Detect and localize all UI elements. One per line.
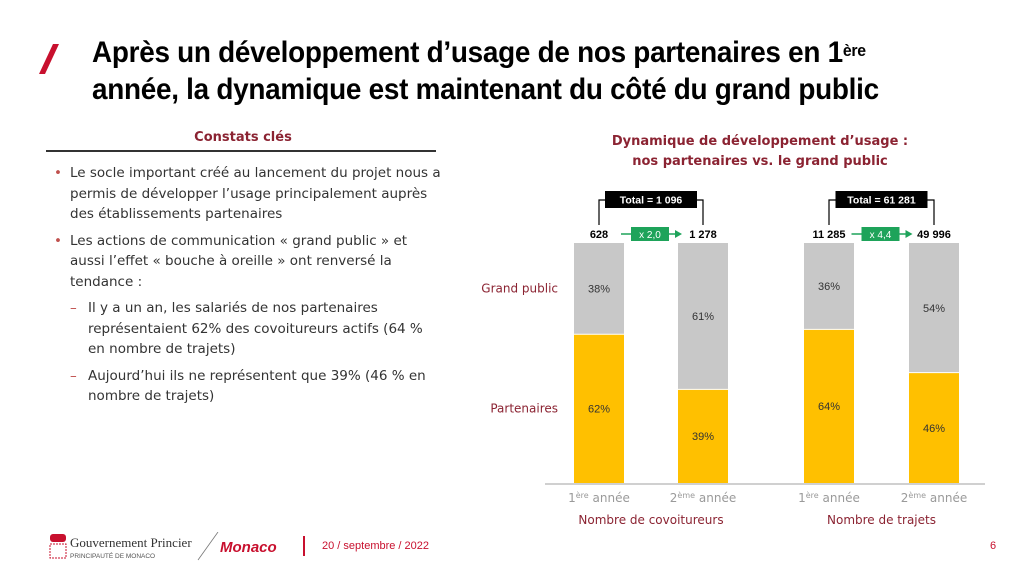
footer-logos: Gouvernement Princier PRINCIPAUTÉ DE MON… — [48, 531, 298, 567]
title-superscript: ère — [842, 41, 866, 60]
sub-bullet-item: – Aujourd’hui ils ne représentent que 39… — [52, 366, 442, 407]
key-findings-list: • Le socle important créé au lancement d… — [52, 163, 442, 413]
bullet-item: • Les actions de communication « grand p… — [52, 231, 442, 293]
footer-date: 20 / septembre / 2022 — [322, 540, 430, 552]
data-label-grand-public: 61% — [692, 311, 714, 323]
bullet-text: Les actions de communication « grand pub… — [70, 232, 408, 290]
growth-label: x 4,4 — [870, 230, 892, 241]
sub-bullet-text: Aujourd’hui ils ne représentent que 39% … — [88, 367, 426, 405]
growth-label: x 2,0 — [639, 230, 661, 241]
bar-total-label: 49 996 — [917, 229, 951, 241]
data-label-grand-public: 54% — [923, 303, 945, 315]
growth-arrow-head-icon — [675, 230, 682, 238]
sub-bullet-text: Il y a un an, les salariés de nos parten… — [88, 300, 423, 357]
monaco-brand-logo: Monaco — [220, 539, 277, 556]
chart-title-line-2: nos partenaires vs. le grand public — [632, 154, 888, 169]
data-label-partenaires: 46% — [923, 423, 945, 435]
page-number: 6 — [990, 540, 997, 552]
key-findings-divider — [46, 150, 436, 152]
logo-divider — [197, 531, 219, 561]
bar-grand-public — [909, 243, 959, 373]
total-box — [835, 191, 928, 208]
bar-partenaires — [909, 372, 959, 483]
bar-grand-public — [804, 243, 854, 330]
sub-bullet-item: – Il y a un an, les salariés de nos part… — [52, 298, 442, 360]
growth-badge — [631, 227, 669, 241]
title-line-1: Après un développement d’usage de nos pa… — [92, 36, 843, 69]
page-title: Après un développement d’usage de nos pa… — [92, 34, 948, 108]
title-line-2: année, la dynamique est maintenant du cô… — [92, 73, 879, 106]
data-label-partenaires: 39% — [692, 431, 714, 443]
x-tick-label: 2ème année — [670, 490, 736, 505]
legend-grand-public: Grand public — [481, 282, 558, 296]
x-tick-label: 1ère année — [798, 490, 860, 505]
legend-partenaires: Partenaires — [490, 402, 558, 416]
org-subtitle: PRINCIPAUTÉ DE MONACO — [70, 551, 155, 560]
bar-partenaires — [678, 389, 728, 483]
bar-grand-public — [678, 243, 728, 390]
logos-graphic: Gouvernement Princier PRINCIPAUTÉ DE MON… — [49, 531, 277, 561]
chart-title: Dynamique de développement d’usage : nos… — [560, 132, 960, 172]
bar-total-label: 628 — [590, 229, 608, 241]
growth-arrow-head-icon — [905, 230, 913, 238]
key-findings-heading: Constats clés — [194, 130, 292, 145]
total-box — [605, 191, 697, 208]
data-label-grand-public: 36% — [818, 281, 840, 293]
bullet-icon: • — [54, 165, 62, 181]
bar-grand-public — [574, 243, 624, 335]
group-label: Nombre de trajets — [827, 513, 936, 527]
bullet-item: • Le socle important créé au lancement d… — [52, 163, 442, 225]
x-tick-label: 1ère année — [568, 490, 630, 505]
crown-crest-icon — [49, 534, 67, 559]
dash-icon: – — [70, 367, 77, 384]
footer-separator — [303, 536, 305, 556]
data-label-partenaires: 62% — [588, 404, 610, 416]
chart-title-line-1: Dynamique de développement d’usage : — [611, 134, 909, 149]
x-tick-label: 2ème année — [901, 490, 967, 505]
bullet-icon: • — [54, 232, 62, 249]
data-label-grand-public: 38% — [588, 284, 610, 296]
bar-total-label: 1 278 — [689, 229, 717, 241]
total-label: Total = 61 281 — [847, 195, 916, 207]
bar-partenaires — [574, 334, 624, 483]
total-label: Total = 1 096 — [620, 195, 683, 207]
bullet-text: Le socle important créé au lancement du … — [70, 165, 441, 222]
bar-partenaires — [804, 329, 854, 483]
data-label-partenaires: 64% — [818, 401, 840, 413]
dash-icon: – — [70, 300, 77, 316]
group-label: Nombre de covoitureurs — [578, 513, 723, 527]
org-name: Gouvernement Princier — [70, 535, 192, 550]
bar-total-label: 11 285 — [812, 229, 845, 241]
growth-badge — [861, 227, 900, 241]
